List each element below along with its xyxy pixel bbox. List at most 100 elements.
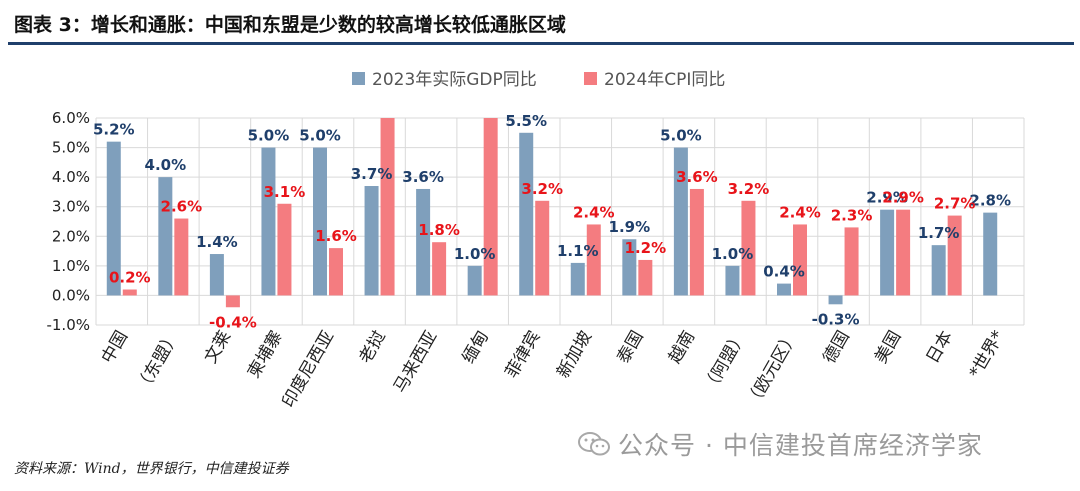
bar xyxy=(931,245,946,296)
bar xyxy=(329,248,343,296)
bar xyxy=(467,265,482,296)
bar xyxy=(777,283,791,296)
data-label: 1.0% xyxy=(712,245,754,263)
y-tick-label: 6.0% xyxy=(52,109,90,127)
header: 图表 3：增长和通胀：中国和东盟是少数的较高增长较低通胀区域 xyxy=(0,0,1080,48)
category-label: 文莱 xyxy=(201,328,235,367)
category-label: 日本 xyxy=(923,328,957,367)
bar xyxy=(364,186,379,296)
bar xyxy=(673,147,688,296)
watermark: 公众号 · 中信建投首席经济学家 xyxy=(578,424,983,464)
data-label: 3.2% xyxy=(521,180,563,198)
legend-label: 2023年实际GDP同比 xyxy=(372,70,537,90)
data-label: 2.8% xyxy=(969,192,1011,210)
data-label: -0.3% xyxy=(812,310,860,328)
category-label: 新加坡 xyxy=(553,328,596,382)
data-label: 3.6% xyxy=(676,168,718,186)
category-label: 德国 xyxy=(820,328,854,367)
data-label: 3.6% xyxy=(402,168,444,186)
bar xyxy=(535,200,550,296)
category-label: （欧元区） xyxy=(743,328,803,412)
bar xyxy=(586,224,601,296)
bar xyxy=(313,147,327,296)
title-rule xyxy=(8,42,1074,45)
bar-chart: 2023年实际GDP同比 2024年CPI同比 6.0% 5.0% 4.0% 3.0% 2.… xyxy=(46,70,1025,412)
bar xyxy=(570,262,585,296)
data-label: 2.4% xyxy=(573,203,615,221)
y-tick-label: 3.0% xyxy=(52,198,90,216)
data-label: 2.7% xyxy=(934,195,976,213)
data-label: 1.7% xyxy=(918,224,960,242)
bar xyxy=(741,200,756,296)
category-label: （阿盟） xyxy=(699,328,750,397)
y-tick-label: 5.0% xyxy=(52,139,90,157)
category-label: 中国 xyxy=(98,328,132,367)
wechat-icon xyxy=(578,432,610,456)
bar xyxy=(277,203,292,296)
category-label: 缅甸 xyxy=(459,327,493,366)
category-label: 印度尼西亚 xyxy=(279,328,339,412)
category-label: 马来西亚 xyxy=(390,328,441,397)
bar xyxy=(638,259,653,296)
data-label: 5.2% xyxy=(93,121,135,139)
bar xyxy=(380,118,395,296)
y-tick-label: -1.0% xyxy=(46,316,90,334)
bar xyxy=(880,209,895,296)
watermark-text: 公众号 · 中信建投首席经济学家 xyxy=(618,431,983,460)
data-label: 3.2% xyxy=(728,180,770,198)
data-label: -0.4% xyxy=(209,313,257,331)
category-label: 美国 xyxy=(871,328,905,367)
legend-label: 2024年CPI同比 xyxy=(604,70,725,90)
bar xyxy=(261,147,276,296)
bar xyxy=(416,188,431,296)
bar xyxy=(947,215,962,296)
data-label: 5.0% xyxy=(248,127,290,145)
data-label: 0.4% xyxy=(763,263,805,281)
bar xyxy=(689,188,704,296)
legend-swatch xyxy=(352,72,365,85)
bar xyxy=(896,209,911,296)
category-label: 菲律宾 xyxy=(502,328,545,382)
bar xyxy=(622,239,637,296)
y-tick-label: 4.0% xyxy=(52,168,90,186)
data-label: 5.0% xyxy=(299,127,341,145)
y-tick-label: 0.0% xyxy=(52,286,90,304)
category-label: *世界* xyxy=(966,327,1009,382)
data-label: 1.6% xyxy=(315,227,357,245)
bar xyxy=(106,141,121,296)
legend-swatch xyxy=(584,72,597,85)
data-label: 2.3% xyxy=(831,206,873,224)
category-label: （东盟） xyxy=(132,328,183,397)
bar xyxy=(158,177,173,296)
data-label: 1.8% xyxy=(418,221,460,239)
data-label: 0.2% xyxy=(109,269,151,287)
bar xyxy=(828,295,843,305)
data-label: 3.7% xyxy=(351,165,393,183)
data-label: 1.4% xyxy=(196,233,238,251)
data-label: 2.6% xyxy=(161,198,203,216)
data-label: 5.5% xyxy=(505,112,547,130)
bar xyxy=(209,254,224,296)
data-label: 3.1% xyxy=(264,183,306,201)
data-label: 5.0% xyxy=(660,127,702,145)
data-label: 2.9% xyxy=(882,189,924,207)
category-label: 柬埔寨 xyxy=(244,328,287,382)
data-label: 1.0% xyxy=(454,245,496,263)
y-tick-label: 2.0% xyxy=(52,227,90,245)
bar xyxy=(225,295,240,308)
bar xyxy=(844,227,859,296)
bar xyxy=(174,218,189,296)
category-label: 老挝 xyxy=(356,328,390,367)
bar xyxy=(519,132,534,296)
data-label: 4.0% xyxy=(145,156,187,174)
bar xyxy=(122,289,137,296)
bar xyxy=(793,224,807,296)
data-label: 1.1% xyxy=(557,242,599,260)
chart-title: 图表 3：增长和通胀：中国和东盟是少数的较高增长较低通胀区域 xyxy=(14,14,566,36)
data-label: 2.9% xyxy=(866,189,908,207)
bar xyxy=(483,118,498,296)
bar xyxy=(725,265,740,296)
source-note: 资料来源：Wind，世界银行，中信建投证券 xyxy=(14,461,289,477)
bar xyxy=(983,212,998,296)
bar xyxy=(432,242,447,296)
